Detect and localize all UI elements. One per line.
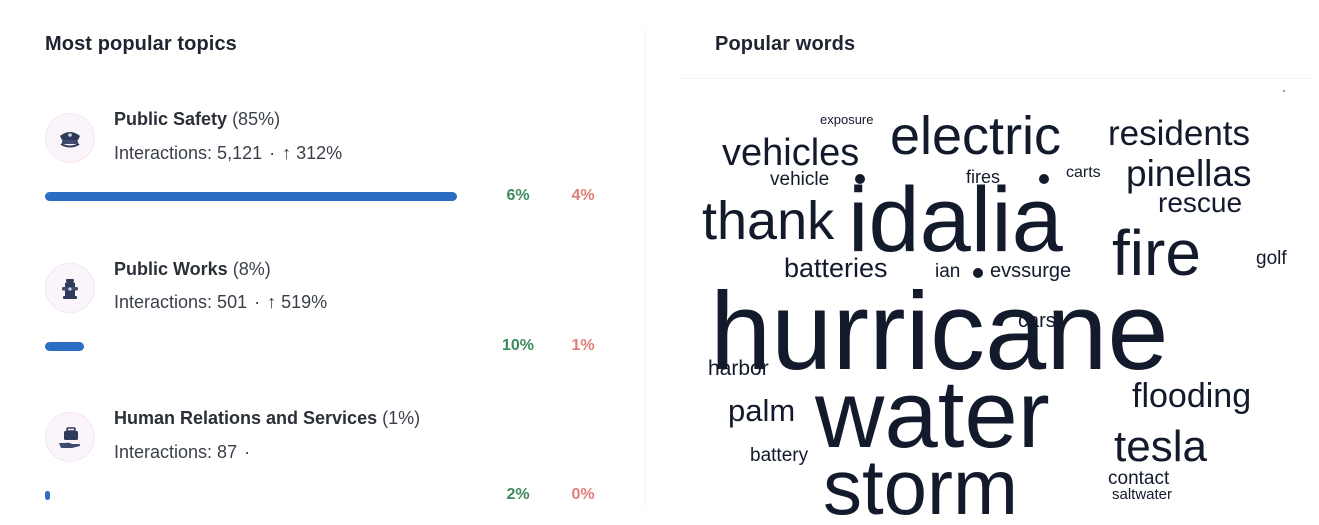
panel-divider (645, 28, 646, 508)
topics-panel-title: Most popular topics (45, 33, 237, 55)
topic-share: (85%) (232, 109, 281, 129)
topic-interactions: Interactions: 87 (114, 442, 238, 462)
topic-name: Public Works (114, 259, 228, 279)
word-cloud-dot (855, 174, 865, 184)
word-cloud: hurricane water storm idalia electric fi… (680, 78, 1314, 519)
word-batteries[interactable]: batteries (784, 253, 888, 283)
topic-interactions: Interactions: 501 (114, 292, 248, 312)
topic-item-public-works[interactable]: Public Works (8%) Interactions: 501 · ↑ 51… (0, 0, 650, 354)
topic-interactions: Interactions: 5,121 (114, 143, 263, 163)
fire-hydrant-icon (45, 263, 95, 313)
words-panel-title: Popular words (715, 33, 856, 55)
word-hurricane[interactable]: hurricane (710, 270, 1169, 393)
word-tesla[interactable]: tesla (1114, 422, 1207, 471)
word-evssurge[interactable]: evssurge (990, 260, 1071, 282)
word-storm[interactable]: storm (823, 443, 1018, 519)
positive-sentiment-pct: 6% (506, 187, 530, 204)
negative-sentiment-pct: 4% (571, 187, 595, 204)
trend-up-icon: ↑ (282, 143, 292, 163)
topic-item-human-relations[interactable]: Human Relations and Services (1%) Intera… (0, 0, 650, 503)
word-cars[interactable]: cars (1018, 310, 1056, 332)
word-fires[interactable]: fires (966, 167, 1000, 187)
word-cloud-dot (1039, 174, 1049, 184)
topic-share: (8%) (232, 259, 271, 279)
police-cap-icon (45, 113, 95, 163)
words-panel: Popular words hurricane water storm idal… (650, 0, 1319, 525)
word-cloud-dot (973, 268, 983, 278)
word-rescue[interactable]: rescue (1158, 187, 1242, 218)
separator-dot: · (269, 143, 276, 163)
positive-sentiment-pct: 10% (501, 337, 535, 354)
topic-share-bar (45, 342, 457, 351)
word-flooding[interactable]: flooding (1132, 377, 1251, 415)
topic-share-bar (45, 192, 457, 201)
word-contact[interactable]: contact (1108, 468, 1170, 489)
topic-name: Public Safety (114, 109, 228, 129)
topic-trend-value: 312% (296, 143, 343, 163)
negative-sentiment-pct: 0% (571, 486, 595, 503)
topic-name: Human Relations and Services (114, 408, 378, 428)
word-residents[interactable]: residents (1108, 114, 1250, 153)
word-cloud-dot (1282, 89, 1286, 93)
topic-share-bar-fill (45, 342, 85, 351)
word-exposure[interactable]: exposure (820, 112, 873, 127)
word-idalia[interactable]: idalia (848, 169, 1064, 271)
word-saltwater[interactable]: saltwater (1112, 486, 1172, 503)
negative-sentiment-pct: 1% (571, 337, 595, 354)
word-thank[interactable]: thank (702, 191, 835, 251)
word-cloud-canvas: hurricane water storm idalia electric fi… (702, 89, 1287, 519)
topic-share-bar (45, 491, 457, 500)
topic-trend-value: 519% (281, 292, 328, 312)
word-golf[interactable]: golf (1256, 248, 1287, 269)
word-vehicle[interactable]: vehicle (770, 169, 829, 190)
word-vehicles[interactable]: vehicles (722, 132, 859, 174)
word-palm[interactable]: palm (728, 393, 795, 428)
word-carts[interactable]: carts (1066, 164, 1101, 181)
trend-up-icon: ↑ (267, 292, 277, 312)
word-battery[interactable]: battery (750, 445, 809, 466)
word-harbor[interactable]: harbor (708, 357, 769, 380)
word-water[interactable]: water (814, 361, 1050, 468)
topic-share-bar-fill (45, 192, 457, 201)
topic-item-public-safety[interactable]: Public Safety (85%) Interactions: 5,121 ·… (0, 0, 650, 204)
topics-panel: Most popular topics Public Safety (85%) … (0, 0, 650, 525)
word-fire[interactable]: fire (1112, 217, 1201, 289)
topic-share: (1%) (382, 408, 421, 428)
hand-briefcase-icon (45, 412, 95, 462)
separator-dot: · (254, 292, 261, 312)
word-pinellas[interactable]: pinellas (1126, 153, 1251, 194)
topic-share-bar-fill (45, 491, 50, 500)
positive-sentiment-pct: 2% (506, 486, 530, 503)
word-electric[interactable]: electric (890, 106, 1061, 166)
separator-dot: · (244, 442, 251, 462)
word-ian[interactable]: ian (935, 261, 960, 282)
